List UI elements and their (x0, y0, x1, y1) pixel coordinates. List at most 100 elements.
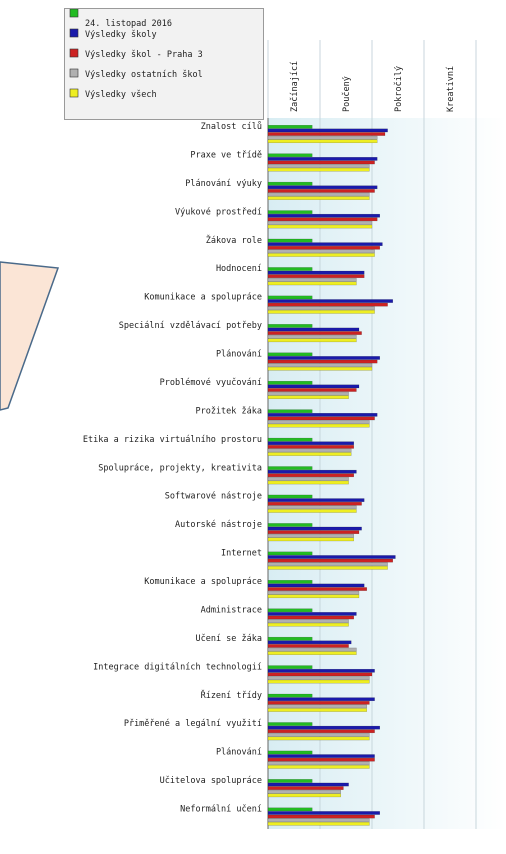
bar (267, 366, 373, 371)
bar (267, 480, 349, 485)
category-label: Komunikace a spolupráce (144, 293, 262, 303)
level-label: Pokročilý (393, 66, 404, 112)
bar (267, 157, 378, 161)
bar (267, 196, 370, 200)
bar (267, 153, 313, 158)
category-label: Etika a rizika virtuálního prostoru (83, 435, 262, 445)
bar (267, 189, 375, 193)
bar (267, 786, 344, 790)
bar (267, 224, 373, 229)
category-label: Přiměřené a legální využití (124, 718, 262, 729)
category-label: Hodnocení (216, 264, 262, 274)
bar (267, 704, 368, 709)
bar (267, 210, 313, 214)
bar (267, 754, 375, 758)
bar (267, 192, 370, 197)
bar (267, 437, 313, 442)
bar (267, 622, 349, 627)
category-label: Softwarové nástroje (165, 491, 262, 502)
bar (267, 530, 360, 534)
bar (267, 334, 357, 339)
category-label: Znalost cílů (201, 121, 262, 132)
bar (267, 636, 313, 641)
bar (267, 466, 313, 470)
bar (267, 249, 375, 254)
category-label: Prožitek žáka (195, 406, 262, 416)
bar (267, 580, 313, 584)
bar (267, 253, 375, 257)
bar (267, 217, 378, 222)
bar (267, 672, 373, 677)
legend-swatch (69, 8, 79, 18)
bar (267, 729, 375, 734)
bar (267, 590, 360, 595)
level-label: Začínající (289, 61, 300, 112)
category-label: Spolupráce, projekty, kreativita (98, 463, 262, 473)
level-label: Poučený (341, 76, 352, 112)
callout-shape (0, 261, 60, 411)
bar (267, 445, 355, 449)
bar (267, 132, 386, 136)
bar (267, 608, 313, 613)
bar (267, 274, 365, 279)
bar (267, 242, 383, 246)
category-label: Speciální vzdělávací potřeby (119, 321, 262, 331)
bar (267, 380, 313, 385)
bar (267, 135, 378, 140)
bar (267, 736, 370, 741)
bar (267, 352, 313, 357)
bar (267, 278, 357, 282)
bar (267, 359, 378, 364)
bar (267, 160, 375, 165)
bar (267, 469, 357, 474)
bar (267, 821, 370, 826)
bar (267, 299, 394, 303)
category-label: Výukové prostředí (175, 206, 262, 217)
legend-label: 24. listopad 2016 (85, 19, 172, 29)
bar (267, 477, 349, 481)
bar (267, 310, 375, 314)
legend-swatch (69, 28, 79, 38)
bar (267, 420, 370, 424)
bar (267, 647, 357, 652)
category-label: Administrace (201, 605, 262, 615)
bar (267, 587, 368, 591)
bar (267, 811, 381, 815)
category-label: Neformální učení (180, 804, 262, 815)
bar (267, 722, 313, 726)
bar (267, 526, 362, 531)
legend-swatch (69, 88, 79, 98)
bar (267, 640, 352, 645)
bars (267, 125, 396, 826)
bar (267, 533, 355, 538)
category-labels: Znalost cílů Praxe ve třídě Plánování výuk… (83, 121, 262, 815)
bar (267, 765, 370, 769)
category-label: Plánování (216, 350, 262, 360)
bar (267, 615, 355, 620)
bar (267, 125, 313, 129)
bar (267, 139, 378, 144)
legend-swatch (69, 68, 79, 78)
bar (267, 523, 313, 527)
bar (267, 679, 370, 684)
bar (267, 551, 313, 556)
level-labels: Začínající Poučený Pokročilý Kreativní (289, 61, 456, 112)
bar (267, 473, 355, 478)
bar (267, 356, 381, 360)
bar (267, 537, 355, 542)
bar (267, 164, 370, 168)
bar (267, 498, 365, 502)
bar (267, 583, 365, 588)
bar (267, 270, 365, 275)
bar (267, 494, 313, 499)
bar (267, 181, 313, 186)
legend-swatch (69, 48, 79, 58)
bar (267, 757, 375, 762)
legend-label: Výsledky škol - Praha 3 (85, 49, 203, 60)
category-label: Plánování výuky (185, 179, 262, 189)
bar (267, 782, 349, 787)
bar (267, 331, 362, 335)
bar (267, 612, 357, 616)
